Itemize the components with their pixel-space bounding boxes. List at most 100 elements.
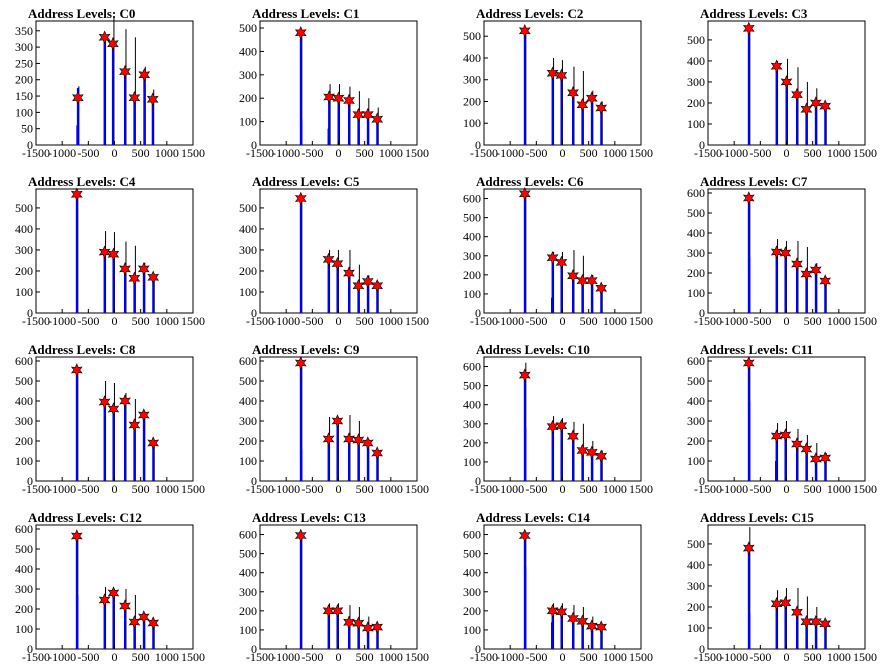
- x-tick-label: 1500: [629, 146, 653, 160]
- histogram-bar: [805, 449, 808, 481]
- peak-marker: [546, 604, 559, 618]
- x-tick-label: -500: [525, 314, 547, 328]
- panel-title: Address Levels: C14: [476, 510, 590, 525]
- peak-marker: [819, 617, 832, 631]
- y-tick-label: 100: [239, 285, 257, 299]
- x-tick-label: 0: [784, 314, 790, 328]
- panel-title: Address Levels: C0: [28, 6, 135, 21]
- y-tick-label: 400: [463, 51, 481, 65]
- y-tick-label: 200: [239, 434, 257, 448]
- x-tick-label: -1000: [48, 650, 76, 664]
- histogram-bar: [76, 87, 79, 145]
- peak-marker: [119, 64, 131, 79]
- y-tick-label: 400: [463, 398, 481, 412]
- histogram-bar: [328, 95, 331, 145]
- y-tick-label: 0: [699, 306, 705, 320]
- y-tick-label: 500: [463, 211, 481, 225]
- peak-marker: [576, 443, 589, 458]
- y-tick-label: 150: [15, 89, 33, 103]
- peak-marker: [294, 356, 307, 370]
- histogram-bar: [523, 193, 526, 313]
- peak-marker: [107, 247, 120, 261]
- x-tick-label: -1500: [246, 314, 274, 328]
- x-tick-label: -1500: [246, 650, 274, 664]
- x-tick-label: 500: [804, 482, 822, 496]
- y-tick-label: 200: [463, 268, 481, 282]
- panel-10: Address Levels: C10 0 100 200 300 400 500 600 -1…: [463, 342, 653, 496]
- histogram-bar: [795, 612, 798, 649]
- y-tick-label: 50: [21, 122, 33, 136]
- x-tick-label: 500: [356, 650, 374, 664]
- x-tick-label: 1000: [155, 314, 179, 328]
- x-tick-label: 1000: [827, 146, 851, 160]
- histogram-bar: [600, 456, 603, 481]
- y-tick-label: 300: [15, 40, 33, 54]
- y-tick-label: 250: [15, 56, 33, 70]
- peak-marker: [72, 90, 84, 105]
- x-tick-label: 1000: [603, 314, 627, 328]
- x-tick-label: -1500: [22, 146, 50, 160]
- x-tick-label: 0: [336, 314, 342, 328]
- peak-marker: [352, 107, 365, 122]
- x-tick-label: 1500: [181, 146, 205, 160]
- panel-11: Address Levels: C11 0 100 200 300 400 500 600 -1…: [687, 342, 877, 496]
- y-tick-label: 400: [687, 558, 705, 572]
- histogram-bar: [75, 194, 78, 313]
- histogram-bar: [551, 425, 554, 481]
- peak-marker: [371, 112, 384, 127]
- peak-marker: [331, 604, 344, 618]
- peak-marker: [147, 616, 160, 630]
- peak-marker: [98, 30, 111, 45]
- x-tick-label: 1500: [181, 650, 205, 664]
- x-tick-label: 1500: [405, 650, 429, 664]
- y-tick-label: 400: [239, 566, 257, 580]
- y-tick-label: 200: [239, 264, 257, 278]
- histogram-bar: [152, 623, 155, 649]
- x-tick-label: 0: [336, 146, 342, 160]
- x-tick-label: 1500: [853, 650, 877, 664]
- panel-title: Address Levels: C12: [28, 510, 142, 525]
- histogram-bar: [336, 263, 339, 313]
- panel-14: Address Levels: C14 0 100 200 300 400 500 600 -1…: [463, 510, 653, 664]
- x-tick-label: 1500: [405, 314, 429, 328]
- histogram-bar: [376, 627, 379, 649]
- x-tick-label: -1000: [496, 650, 524, 664]
- peak-marker: [146, 92, 159, 107]
- y-tick-label: 100: [15, 622, 33, 636]
- x-tick-label: -1500: [246, 146, 274, 160]
- histogram-bar: [151, 97, 154, 145]
- histogram-bar: [784, 253, 787, 313]
- y-tick-label: 100: [687, 454, 705, 468]
- panel-title: Address Levels: C15: [700, 510, 814, 525]
- peak-marker: [361, 274, 374, 289]
- y-tick-label: 300: [239, 243, 257, 257]
- x-tick-label: 1500: [853, 146, 877, 160]
- y-tick-label: 300: [463, 417, 481, 431]
- histogram-bar: [376, 119, 379, 145]
- peak-marker: [546, 250, 559, 265]
- histogram-bar: [590, 452, 593, 481]
- histogram-bar: [103, 600, 106, 649]
- histogram-bar: [523, 534, 526, 649]
- x-tick-label: 0: [784, 482, 790, 496]
- y-tick-label: 600: [15, 522, 33, 536]
- x-tick-label: -500: [77, 314, 99, 328]
- peak-marker: [791, 437, 803, 451]
- y-tick-label: 500: [463, 29, 481, 43]
- histogram-bar: [600, 288, 603, 313]
- histogram-bar: [357, 440, 360, 481]
- histogram-bar: [523, 29, 526, 146]
- peak-marker: [70, 529, 83, 543]
- x-tick-label: -1500: [470, 146, 498, 160]
- histogram-bar: [299, 363, 302, 481]
- y-tick-label: 500: [463, 379, 481, 393]
- histogram-bar: [366, 443, 369, 481]
- panel-title: Address Levels: C4: [28, 174, 136, 189]
- histogram-bar: [560, 262, 563, 313]
- peak-marker: [595, 101, 608, 115]
- panel-title: Address Levels: C3: [700, 6, 808, 21]
- x-tick-label: -1000: [272, 314, 300, 328]
- peak-marker: [361, 107, 374, 122]
- histogram-bar: [560, 75, 563, 145]
- peak-marker: [779, 428, 792, 442]
